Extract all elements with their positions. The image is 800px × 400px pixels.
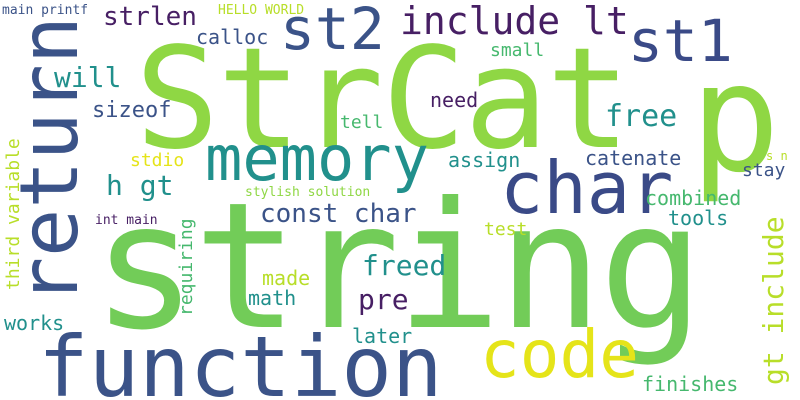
word-string: string: [92, 166, 704, 369]
word-function: function: [38, 318, 443, 400]
word-third-variable: third variable: [3, 138, 24, 290]
word-combined: combined: [645, 186, 742, 210]
word-need: need: [430, 88, 479, 112]
word-works: works: [4, 311, 65, 335]
word-stay: stay: [742, 160, 786, 181]
word-tell: tell: [340, 112, 384, 133]
word-small: small: [490, 40, 545, 61]
word-math: math: [248, 286, 297, 310]
word-will: will: [54, 61, 122, 94]
word-gt-include: gt include: [757, 216, 790, 385]
word-stylish-solution: stylish solution: [245, 185, 371, 200]
word-free: free: [605, 99, 678, 134]
word-h-gt: h gt: [106, 169, 174, 202]
word-hello-world: HELLO WORLD: [218, 3, 305, 18]
word-strlen: strlen: [103, 2, 197, 32]
word-freed: freed: [362, 249, 447, 282]
word-p: p: [690, 32, 781, 206]
word-calloc: calloc: [196, 25, 269, 49]
word-strcat: StrCat: [135, 18, 631, 181]
word-assign: assign: [448, 148, 521, 172]
word-later: later: [352, 324, 413, 348]
word-made: made: [262, 266, 311, 290]
word-test: test: [484, 219, 528, 240]
word-finishes: finishes: [642, 372, 739, 396]
word-catenate: catenate: [585, 146, 682, 170]
word-sizeof: sizeof: [92, 98, 172, 123]
word-st1: st1: [628, 7, 733, 75]
word-code: code: [480, 316, 639, 393]
word-st2: st2: [280, 0, 385, 63]
word-pre: pre: [358, 283, 409, 316]
word-char: char: [500, 146, 674, 230]
word-requiring: requiring: [176, 218, 197, 316]
word-s-n: s n: [766, 149, 788, 163]
word-const-char: const char: [260, 199, 417, 229]
word-memory: memory: [205, 122, 429, 195]
word-stdio: stdio: [130, 150, 185, 171]
word-tools: tools: [668, 206, 729, 230]
word-main-printf: main printf: [2, 3, 89, 18]
word-int-main: int main: [95, 213, 158, 228]
word-include-lt: include lt: [400, 0, 629, 43]
